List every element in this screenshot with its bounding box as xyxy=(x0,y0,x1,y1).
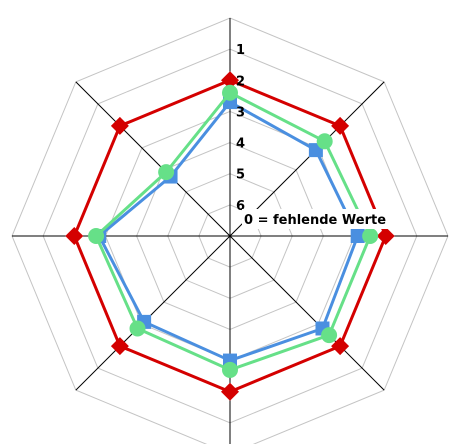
series-2-point-5 xyxy=(222,361,238,378)
radar-axes xyxy=(12,18,448,444)
tick-label-1: 1 xyxy=(236,43,245,58)
series-2-point-1 xyxy=(222,84,238,101)
series-2-point-7 xyxy=(88,228,105,244)
tick-label-4: 4 xyxy=(236,137,245,152)
series-3-point-3 xyxy=(350,229,365,243)
series-1-point-8 xyxy=(110,116,129,135)
series-1-point-3 xyxy=(376,227,395,245)
series-1-point-1 xyxy=(221,71,239,90)
axis-line-6 xyxy=(75,235,231,391)
tick-label-6: 6 xyxy=(236,199,245,214)
series-2-point-6 xyxy=(129,320,146,337)
tick-label-5: 5 xyxy=(236,168,245,183)
tick-label-3: 3 xyxy=(236,105,245,120)
series-1-point-4 xyxy=(331,337,350,356)
grid-ring-7 xyxy=(11,17,449,444)
radar-series xyxy=(65,71,395,401)
tick-label-2: 2 xyxy=(236,74,245,89)
zero-label: 0 = fehlende Werte xyxy=(244,213,386,228)
series-2-point-8 xyxy=(158,164,175,181)
axis-line-8 xyxy=(75,81,231,237)
series-2-point-2 xyxy=(316,133,333,150)
series-1-point-6 xyxy=(110,337,129,356)
zero-label-bg xyxy=(242,209,404,229)
radar-tick-labels: 1 2 3 4 5 60 = fehlende Werte xyxy=(236,43,404,229)
series-1-point-5 xyxy=(221,382,239,401)
series-2-point-4 xyxy=(321,327,338,344)
series-1-point-7 xyxy=(65,227,84,245)
axis-line-4 xyxy=(229,235,385,391)
series-1-point-2 xyxy=(331,116,350,135)
series-2-point-3 xyxy=(362,228,379,244)
